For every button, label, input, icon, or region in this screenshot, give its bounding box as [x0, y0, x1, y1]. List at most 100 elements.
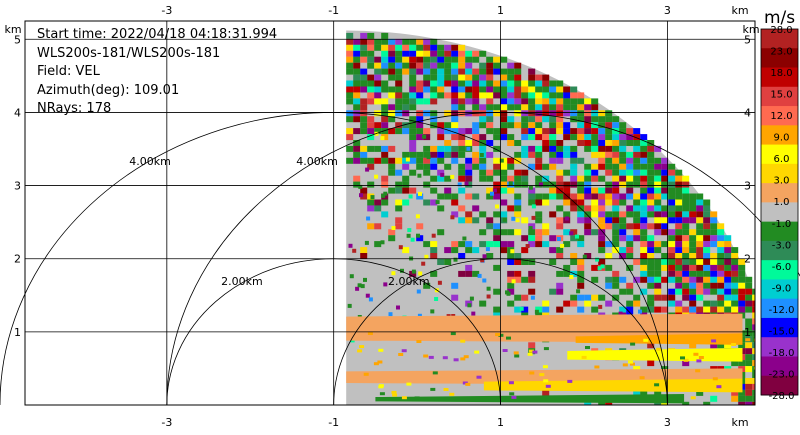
data-cell: [612, 128, 620, 135]
data-cell: [378, 385, 384, 389]
data-cell: [605, 128, 613, 135]
data-cell: [745, 389, 753, 396]
data-cell: [654, 175, 662, 182]
data-cell: [346, 32, 354, 39]
data-cell: [724, 288, 732, 295]
data-cell: [521, 276, 529, 283]
data-cell: [353, 181, 361, 188]
data-cell: [458, 98, 466, 105]
data-cell: [346, 92, 354, 99]
data-cell: [605, 264, 613, 271]
data-cell: [682, 259, 690, 265]
data-cell: [531, 204, 536, 209]
data-cell: [535, 241, 543, 248]
data-cell: [584, 104, 592, 111]
data-cell: [626, 211, 634, 218]
data-cell: [360, 86, 368, 93]
y-tick-label-right: 1: [744, 326, 751, 339]
data-cell: [514, 98, 522, 105]
data-cell: [549, 92, 557, 99]
data-cell: [430, 56, 438, 63]
data-cell: [570, 134, 578, 141]
range-ring: [166, 258, 501, 406]
data-cell: [495, 204, 500, 209]
data-cell: [500, 98, 508, 105]
data-cell: [577, 282, 585, 289]
data-cell: [423, 128, 431, 135]
data-cell: [514, 86, 522, 93]
data-cell: [395, 181, 403, 188]
data-cell: [353, 92, 361, 99]
data-cell: [584, 134, 592, 141]
data-cell: [675, 306, 683, 313]
data-cell: [486, 223, 494, 230]
data-cell: [640, 211, 648, 218]
data-cell: [647, 199, 655, 206]
data-cell: [346, 80, 354, 87]
data-cell: [500, 74, 508, 81]
data-cell: [577, 134, 585, 141]
data-cell: [661, 253, 669, 259]
data-cell: [444, 68, 452, 75]
colorbar-swatch: [761, 221, 798, 242]
data-cell: [388, 169, 396, 176]
data-cell: [363, 277, 367, 282]
data-cell: [381, 62, 389, 69]
data-cell: [402, 247, 410, 254]
data-cell: [633, 151, 641, 158]
colorbar-tick-label: 9.0: [774, 133, 790, 144]
data-cell: [521, 92, 529, 99]
data-cell: [598, 235, 606, 242]
data-cell: [647, 175, 655, 182]
data-cell: [647, 282, 655, 289]
colorbar-swatch: [761, 356, 798, 377]
data-cell: [570, 193, 578, 200]
data-cell: [500, 199, 508, 206]
data-cell: [605, 401, 613, 405]
data-cell: [738, 264, 746, 271]
data-cell: [479, 62, 487, 69]
data-cell: [563, 211, 571, 218]
data-cell: [493, 128, 501, 135]
data-cell: [759, 396, 766, 402]
data-cell: [675, 169, 683, 176]
data-cell: [738, 259, 746, 265]
data-cell: [451, 110, 459, 117]
data-cell: [486, 175, 494, 182]
data-cell: [654, 145, 662, 152]
data-cell: [479, 116, 487, 123]
data-cell: [451, 247, 459, 254]
data-cell: [731, 395, 739, 402]
data-cell: [577, 276, 585, 283]
range-ring-label: 4.00km: [296, 155, 338, 168]
data-cell: [577, 270, 585, 277]
data-cell: [499, 158, 504, 163]
data-cell: [346, 145, 354, 152]
data-cell: [654, 157, 662, 164]
data-cell: [640, 163, 648, 170]
data-cell: [451, 56, 459, 63]
data-cell: [451, 80, 459, 87]
data-cell: [598, 157, 606, 164]
data-cell: [395, 187, 403, 194]
data-cell: [353, 62, 361, 69]
data-cell: [696, 235, 704, 242]
data-cell: [360, 193, 368, 200]
data-cell: [689, 264, 697, 271]
data-cell: [591, 145, 599, 152]
data-cell: [409, 157, 417, 164]
data-cell: [738, 342, 746, 349]
data-cell: [353, 68, 361, 75]
data-cell: [409, 187, 417, 194]
data-cell: [640, 145, 648, 152]
data-cell: [640, 389, 648, 396]
data-cell: [542, 86, 550, 93]
data-cell: [584, 169, 592, 176]
data-cell: [626, 247, 634, 254]
data-cell: [647, 241, 655, 248]
data-cell: [479, 241, 487, 248]
data-cell: [598, 134, 606, 141]
colorbar-tick-label: -15.0: [769, 326, 795, 337]
data-cell: [465, 217, 473, 224]
data-cell: [367, 145, 375, 152]
